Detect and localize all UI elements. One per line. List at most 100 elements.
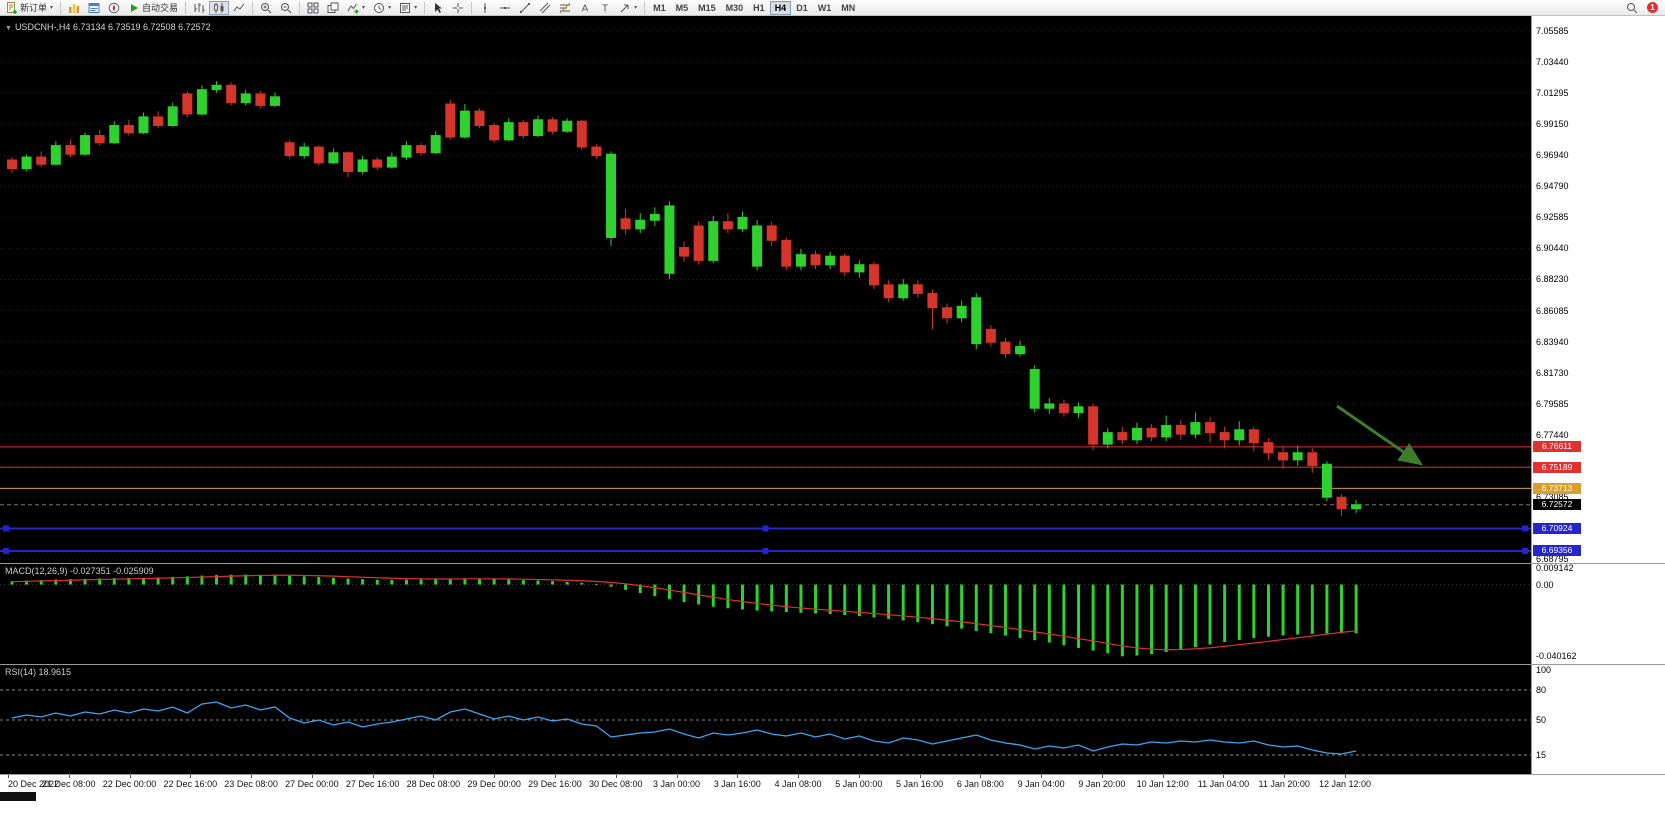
timeframe-button-M15[interactable]: M15 xyxy=(693,1,721,15)
search-icon xyxy=(1627,2,1638,13)
tile-windows-button[interactable] xyxy=(303,1,323,15)
timeframe-button-M30[interactable]: M30 xyxy=(721,1,749,15)
timeframe-button-H1[interactable]: H1 xyxy=(748,1,770,15)
timeframe-button-D1[interactable]: D1 xyxy=(791,1,813,15)
indicators-button[interactable]: ▾ xyxy=(343,1,369,15)
time-label: 11 Jan 20:00 xyxy=(1258,779,1310,789)
data-window-button[interactable] xyxy=(84,1,104,15)
time-label: 28 Dec 08:00 xyxy=(406,779,461,789)
search-button[interactable] xyxy=(1622,1,1642,15)
candle-body xyxy=(1088,406,1099,445)
vertical-line-button[interactable] xyxy=(475,1,495,15)
chart-h-scrollbar-thumb[interactable] xyxy=(0,792,36,801)
auto-trading-button[interactable]: 自动交易 xyxy=(124,1,182,15)
market-watch-button[interactable] xyxy=(64,1,84,15)
new-order-button[interactable]: 新订单 ▾ xyxy=(2,1,57,15)
toolbar: 新订单 ▾ 自动交易 ▾ ▾ xyxy=(0,0,1665,16)
macd-hist-bar xyxy=(1164,584,1168,653)
time-label: 5 Jan 16:00 xyxy=(896,779,944,789)
candlesticks-button[interactable] xyxy=(209,0,230,15)
time-label: 3 Jan 00:00 xyxy=(652,779,701,789)
arrow-objects-button[interactable]: ▾ xyxy=(615,1,641,15)
macd-hist-bar xyxy=(784,584,788,613)
rsi-chart xyxy=(0,689,1531,756)
macd-pane[interactable] xyxy=(0,564,1531,664)
candle-body xyxy=(971,297,982,345)
hline-anchor[interactable] xyxy=(3,547,9,554)
macd-hist-bar xyxy=(974,584,978,631)
chart-collapse-icon[interactable]: ▼ xyxy=(5,25,12,32)
hline-anchor[interactable] xyxy=(1522,525,1528,532)
price-tick: 6.68795 xyxy=(1536,554,1569,564)
candlestick-chart[interactable] xyxy=(0,16,1531,563)
time-tick xyxy=(1041,775,1043,778)
candlesticks-icon xyxy=(214,2,224,13)
macd-hist-bar xyxy=(1296,584,1300,635)
macd-hist-bar xyxy=(68,579,72,585)
main-chart-pane[interactable] xyxy=(0,16,1531,563)
ohlc-bars-button[interactable] xyxy=(189,1,209,15)
macd-hist-bar xyxy=(507,579,511,585)
indicators-icon xyxy=(347,3,359,13)
chart-ohlc-readout: 6.73134 6.73519 6.72508 6.72572 xyxy=(72,22,211,32)
hline-anchor[interactable] xyxy=(762,547,769,554)
rsi-pane[interactable] xyxy=(0,665,1531,774)
macd-hist-bar xyxy=(930,584,934,625)
hline-anchor[interactable] xyxy=(1522,547,1528,554)
pane-separator[interactable] xyxy=(0,664,1665,665)
macd-hist-bar xyxy=(536,580,540,585)
timeframe-button-H4[interactable]: H4 xyxy=(769,0,792,15)
cursor-button[interactable] xyxy=(428,1,448,15)
macd-hist-bar xyxy=(638,584,642,594)
zoom-out-button[interactable] xyxy=(276,1,296,15)
macd-hist-bar xyxy=(302,576,306,585)
equidistant-channel-button[interactable] xyxy=(535,1,555,15)
timeframe-button-M1[interactable]: M1 xyxy=(648,1,671,15)
templates-button[interactable]: ▾ xyxy=(395,1,421,15)
line-chart-button[interactable] xyxy=(229,1,249,15)
macd-hist-bar xyxy=(10,581,14,585)
macd-axis-tick: 0.00 xyxy=(1536,579,1554,590)
pane-separator[interactable] xyxy=(0,774,1665,775)
text-button[interactable]: A xyxy=(575,1,595,15)
cascade-windows-button[interactable] xyxy=(323,1,343,15)
tile-windows-icon xyxy=(307,2,319,13)
macd-hist-bar xyxy=(1340,584,1344,634)
timeframe-button-W1[interactable]: W1 xyxy=(813,1,837,15)
text-label-button[interactable]: T xyxy=(595,1,615,15)
crosshair-button[interactable] xyxy=(448,1,468,15)
horizontal-line-button[interactable] xyxy=(495,1,515,15)
trendline-button[interactable] xyxy=(515,1,535,15)
macd-hist-bar xyxy=(112,578,116,585)
candle-body xyxy=(226,84,237,104)
hline-anchor[interactable] xyxy=(3,525,9,532)
macd-hist-bar xyxy=(580,582,584,585)
timeframe-button-MN[interactable]: MN xyxy=(836,1,860,15)
hline-anchor[interactable] xyxy=(762,525,769,532)
arrow-annotation[interactable] xyxy=(1336,404,1423,466)
time-tick xyxy=(494,775,496,778)
time-label: 20 Dec 2022 xyxy=(8,779,60,789)
time-tick xyxy=(737,775,739,778)
time-label: 9 Jan 04:00 xyxy=(1017,779,1065,789)
periods-button[interactable]: ▾ xyxy=(369,1,395,15)
macd-hist-bar xyxy=(1003,584,1007,636)
macd-hist-bar xyxy=(1033,584,1037,641)
macd-hist-bar xyxy=(127,577,131,585)
candle-body xyxy=(167,106,178,127)
navigator-button[interactable] xyxy=(104,1,124,15)
candle-body xyxy=(781,239,792,267)
candle-body xyxy=(1351,504,1362,510)
time-label: 11 Jan 04:00 xyxy=(1197,779,1250,789)
notification-badge[interactable]: 1 xyxy=(1647,2,1658,13)
candle-body xyxy=(942,307,953,319)
macd-hist-bar xyxy=(1062,584,1066,646)
candle-body xyxy=(1000,341,1011,355)
zoom-in-button[interactable] xyxy=(256,1,276,15)
candle-body xyxy=(1117,432,1128,441)
pane-separator[interactable] xyxy=(0,563,1665,564)
timeframe-button-M5[interactable]: M5 xyxy=(671,1,694,15)
fibonacci-button[interactable] xyxy=(555,1,575,15)
time-tick xyxy=(251,775,253,778)
macd-hist-bar xyxy=(215,575,219,585)
